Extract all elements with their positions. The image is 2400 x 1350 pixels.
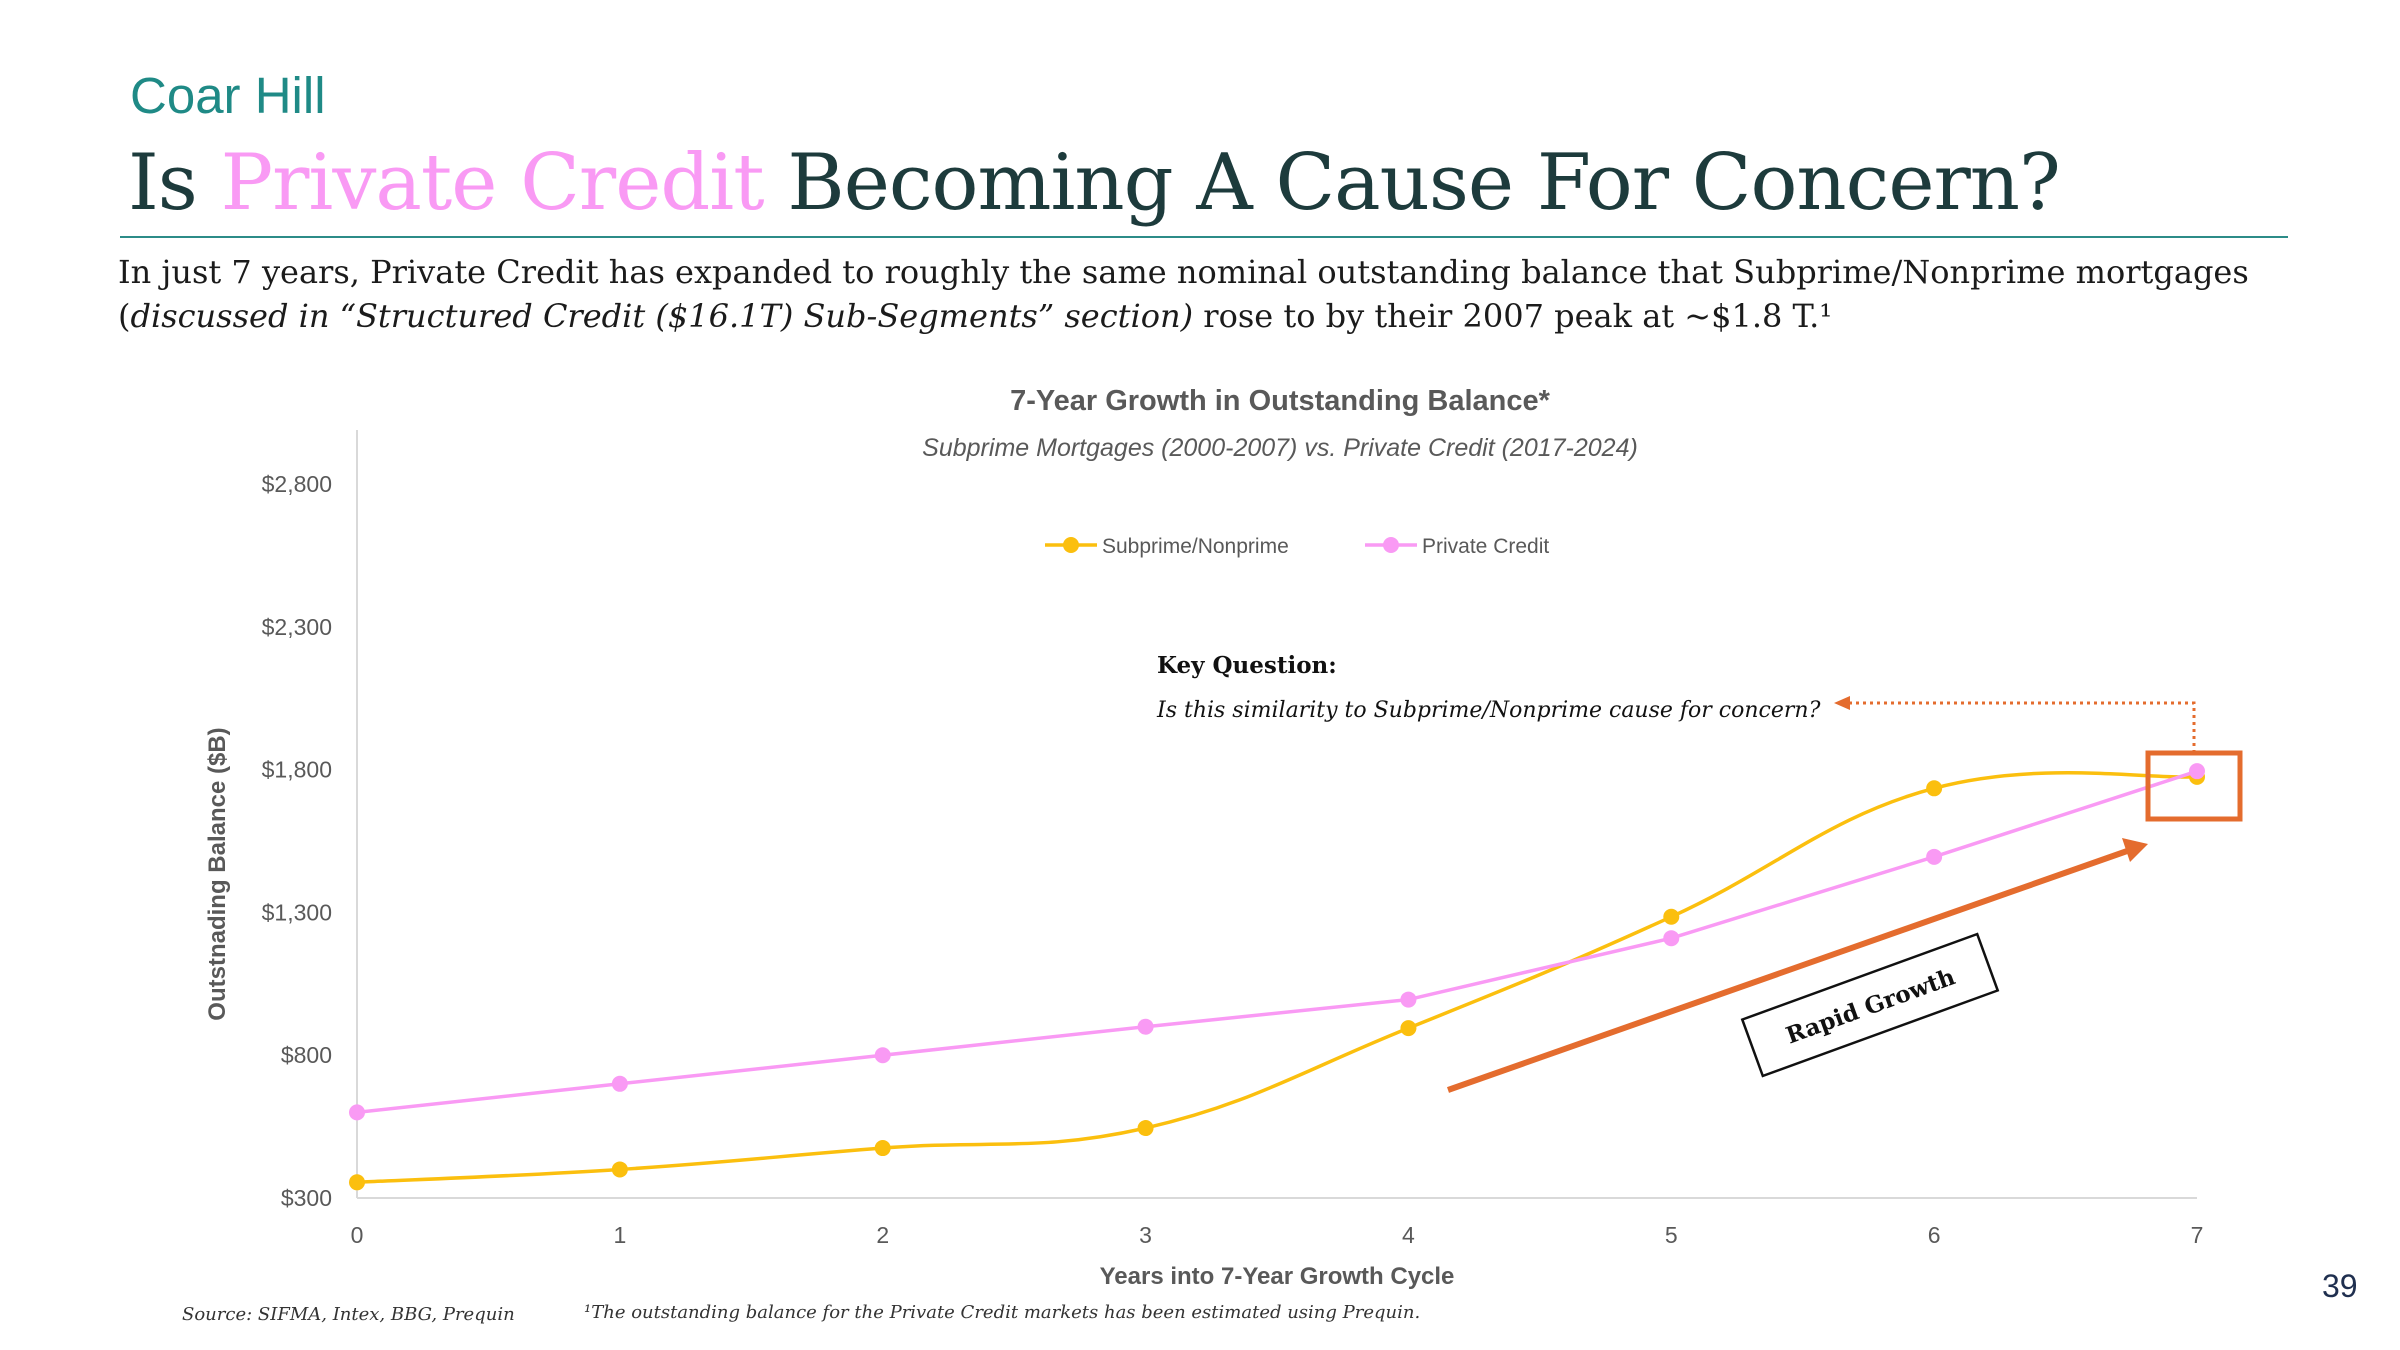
- footnote: ¹The outstanding balance for the Private…: [584, 1302, 1421, 1323]
- data-point-private-credit: [1926, 848, 1943, 865]
- legend-label: Private Credit: [1422, 535, 1549, 558]
- connector-arrowhead: [1834, 696, 1850, 710]
- chart-subtitle: Subprime Mortgages (2000-2007) vs. Priva…: [922, 434, 1638, 462]
- legend-label: Subprime/Nonprime: [1102, 535, 1289, 558]
- title-suffix: Becoming A Cause For Concern?: [763, 138, 2061, 228]
- series-line-private-credit: [356, 769, 2198, 1115]
- x-tick-label: 1: [613, 1222, 626, 1248]
- brand-name: Coar Hill: [130, 67, 326, 124]
- x-tick-label: 3: [1139, 1222, 1152, 1248]
- intro-tail: rose to by their 2007 peak at ~$1.8 T.¹: [1193, 297, 1833, 335]
- data-point-private-credit: [1400, 991, 1417, 1008]
- rapid-growth-arrow: [1447, 847, 2131, 1093]
- x-axis-title: Years into 7-Year Growth Cycle: [1100, 1263, 1455, 1290]
- chart-title: 7-Year Growth in Outstanding Balance*: [1010, 385, 1550, 417]
- data-point-subprime-nonprime: [349, 1174, 365, 1191]
- x-tick-label: 7: [2191, 1222, 2204, 1248]
- source-note: Source: SIFMA, Intex, BBG, Prequin: [182, 1304, 515, 1325]
- y-tick-label: $1,800: [262, 757, 332, 783]
- x-tick-label: 2: [876, 1222, 889, 1248]
- data-point-subprime-nonprime: [1926, 780, 1943, 797]
- intro-line-1: In just 7 years, Private Credit has expa…: [118, 253, 2249, 291]
- intro-line-2: (discussed in “Structured Credit ($16.1T…: [118, 294, 2338, 338]
- title-prefix: Is: [128, 138, 221, 228]
- intro-italic: discussed in “Structured Credit ($16.1T)…: [130, 297, 1194, 335]
- key-question-title: Key Question:: [1157, 652, 1337, 679]
- title-highlight: Private Credit: [220, 138, 765, 228]
- rapid-growth-callout: Rapid Growth: [1740, 932, 2000, 1078]
- highlight-box: [2145, 750, 2243, 822]
- legend-marker: [1063, 537, 1079, 553]
- x-tick-label: 4: [1402, 1222, 1415, 1248]
- x-tick-label: 6: [1928, 1222, 1941, 1248]
- y-tick-label: $2,800: [262, 471, 332, 497]
- data-point-private-credit: [1137, 1018, 1154, 1035]
- data-point-subprime-nonprime: [1663, 908, 1680, 925]
- slide-title: Is Private Credit Becoming A Cause For C…: [128, 138, 2061, 228]
- y-tick-label: $800: [281, 1042, 332, 1068]
- data-point-private-credit: [349, 1104, 365, 1121]
- x-tick-label: 0: [351, 1222, 364, 1248]
- dotted-connector: [1848, 701, 2196, 753]
- title-divider: [120, 236, 2288, 238]
- data-point-private-credit: [611, 1075, 628, 1092]
- y-tick-label: $2,300: [262, 614, 332, 640]
- legend-marker: [1383, 537, 1399, 553]
- series-line-subprime-nonprime: [356, 771, 2198, 1185]
- data-point-private-credit: [874, 1047, 891, 1064]
- rapid-growth-arrowhead: [2122, 838, 2148, 862]
- data-point-private-credit: [1663, 930, 1680, 947]
- intro-paragraph: In just 7 years, Private Credit has expa…: [118, 250, 2338, 338]
- intro-paren: (: [118, 297, 131, 335]
- data-point-subprime-nonprime: [1137, 1120, 1154, 1137]
- rapid-growth-box: [1740, 932, 2000, 1078]
- x-tick-label: 5: [1665, 1222, 1678, 1248]
- y-axis-title: Outstnading Balance ($B): [204, 727, 231, 1020]
- data-point-private-credit: [2189, 763, 2205, 780]
- data-point-subprime-nonprime: [874, 1140, 891, 1157]
- data-point-subprime-nonprime: [611, 1161, 628, 1178]
- page-number: 39: [2322, 1268, 2358, 1304]
- key-question-text: Is this similarity to Subprime/Nonprime …: [1156, 698, 1821, 723]
- data-point-subprime-nonprime: [1400, 1020, 1417, 1037]
- y-tick-label: $1,300: [262, 899, 332, 925]
- y-tick-label: $300: [281, 1185, 332, 1211]
